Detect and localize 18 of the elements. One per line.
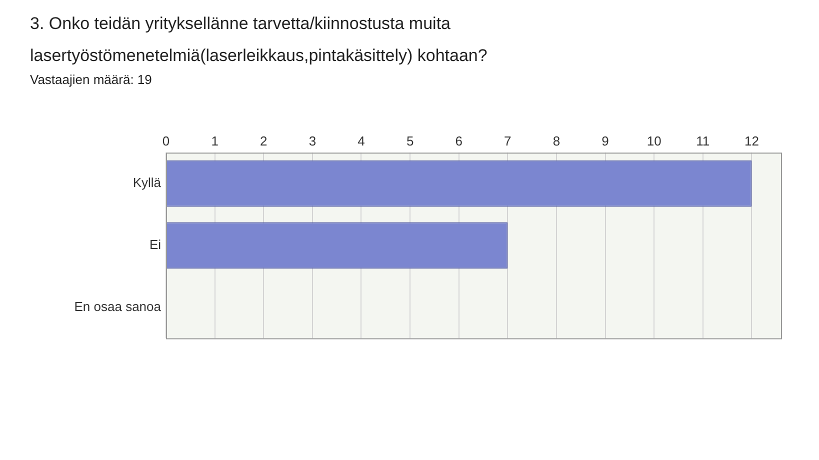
x-tick-label: 9 [602,133,609,148]
x-tick-label: 1 [211,133,218,148]
x-tick-label: 11 [696,133,710,148]
x-tick-label: 2 [260,133,268,148]
x-tick-label: 0 [162,133,170,148]
x-tick-label: 5 [406,133,414,148]
x-tick-label: 6 [455,133,462,148]
x-tick-label: 4 [358,133,365,148]
x-tick-label: 3 [308,133,316,148]
y-tick-label: En osaa sanoa [74,298,162,314]
x-tick-label: 8 [552,133,560,148]
y-tick-label: Ei [149,236,162,252]
y-tick-label: Kyllä [132,175,162,190]
x-tick-label: 12 [744,133,759,148]
chart-title: 3. Onko teidän yrityksellänne tarvetta/kiinnostusta muita lasertyöstömenetelmiä(laserleikkaus,pintakäsittely) kohtaan? [29,13,488,67]
chart-subtitle: Vastaajien määrä: 19 [29,72,153,87]
x-tick-label: 7 [504,133,512,148]
x-tick-label: 10 [646,133,662,148]
